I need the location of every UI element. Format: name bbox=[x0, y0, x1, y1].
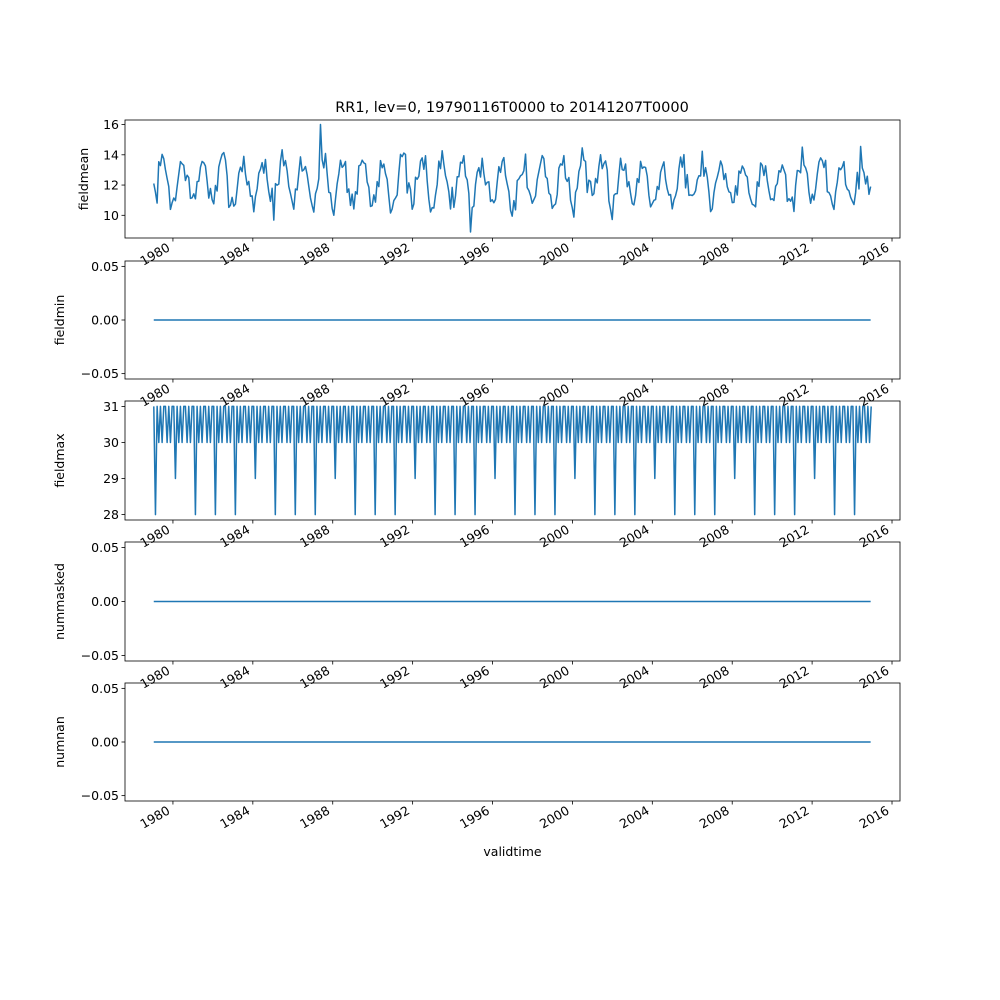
x-tick-label: 1996 bbox=[457, 522, 492, 551]
x-tick-label: 1980 bbox=[137, 522, 172, 551]
series-line-fieldmean bbox=[153, 123, 872, 233]
x-tick-label: 2000 bbox=[537, 240, 572, 269]
x-tick-label: 1988 bbox=[297, 381, 332, 410]
x-tick-label: 2012 bbox=[777, 522, 812, 551]
x-tick-label: 2016 bbox=[856, 381, 891, 410]
x-tick-label: 2016 bbox=[856, 663, 891, 692]
y-tick-label: 14 bbox=[103, 147, 119, 162]
y-tick-label: 0.00 bbox=[91, 313, 119, 328]
y-tick-label: 29 bbox=[103, 471, 119, 486]
x-tick-label: 2000 bbox=[537, 381, 572, 410]
x-tick-label: 1988 bbox=[297, 803, 332, 832]
x-tick-label: 1984 bbox=[217, 803, 252, 832]
series-line-fieldmax bbox=[153, 405, 872, 516]
y-tick-label: 28 bbox=[103, 507, 119, 522]
x-axis-label: validtime bbox=[483, 844, 541, 859]
x-tick-label: 1984 bbox=[217, 663, 252, 692]
x-tick-label: 1988 bbox=[297, 522, 332, 551]
subplot-numnan: −0.05 0.00 0.05 1980 1984 1988 1992 1996 2000 200… bbox=[52, 681, 901, 859]
x-tick-label: 1988 bbox=[297, 240, 332, 269]
y-axis-label: fieldmin bbox=[52, 295, 67, 346]
x-tick-label: 2004 bbox=[617, 522, 652, 551]
x-tick-label: 2008 bbox=[697, 803, 732, 832]
x-tick-label: 2004 bbox=[617, 803, 652, 832]
y-tick-label: 31 bbox=[103, 399, 119, 414]
x-tick-label: 2004 bbox=[617, 381, 652, 410]
y-axis-label: nummasked bbox=[52, 563, 67, 640]
x-tick-label: 2012 bbox=[777, 381, 812, 410]
subplot-fieldmean: 10 12 14 16 1980 1984 1988 1992 1996 2000 2004 2008… bbox=[76, 117, 901, 269]
y-axis-label: numnan bbox=[52, 716, 67, 768]
x-tick-label: 1992 bbox=[377, 240, 412, 269]
y-tick-label: −0.05 bbox=[81, 648, 119, 663]
subplot-fieldmin: −0.05 0.00 0.05 1980 1984 1988 1992 1996 2000 200… bbox=[52, 259, 901, 410]
x-tick-label: 1996 bbox=[457, 381, 492, 410]
y-tick-label: 30 bbox=[103, 435, 119, 450]
x-tick-label: 2004 bbox=[617, 663, 652, 692]
x-tick-label: 1984 bbox=[217, 522, 252, 551]
x-tick-label: 2008 bbox=[697, 663, 732, 692]
chart-title: RR1, lev=0, 19790116T0000 to 20141207T00… bbox=[335, 100, 689, 116]
x-tick-label: 1992 bbox=[377, 381, 412, 410]
y-tick-label: 0.05 bbox=[91, 681, 119, 696]
x-tick-label: 2012 bbox=[777, 240, 812, 269]
y-axis-label: fieldmax bbox=[52, 433, 67, 487]
x-tick-label: 1980 bbox=[137, 381, 172, 410]
x-tick-label: 2012 bbox=[777, 663, 812, 692]
x-tick-label: 1980 bbox=[137, 803, 172, 832]
x-tick-label: 2000 bbox=[537, 663, 572, 692]
x-tick-label: 2016 bbox=[856, 803, 891, 832]
x-tick-label: 1988 bbox=[297, 663, 332, 692]
x-tick-label: 1980 bbox=[137, 663, 172, 692]
y-axis-label: fieldmean bbox=[76, 148, 91, 210]
x-tick-label: 2016 bbox=[856, 240, 891, 269]
x-tick-label: 2008 bbox=[697, 381, 732, 410]
x-tick-label: 1984 bbox=[217, 240, 252, 269]
x-tick-label: 2012 bbox=[777, 803, 812, 832]
subplots: 10 12 14 16 1980 1984 1988 1992 1996 2000 2004 2008… bbox=[52, 117, 901, 859]
y-tick-label: −0.05 bbox=[81, 788, 119, 803]
y-tick-label: 0.00 bbox=[91, 735, 119, 750]
subplot-nummasked: −0.05 0.00 0.05 1980 1984 1988 1992 1996 2000 200… bbox=[52, 540, 901, 692]
x-tick-label: 1980 bbox=[137, 240, 172, 269]
x-tick-label: 1992 bbox=[377, 803, 412, 832]
x-tick-label: 2008 bbox=[697, 240, 732, 269]
x-tick-label: 1996 bbox=[457, 240, 492, 269]
x-tick-label: 2000 bbox=[537, 803, 572, 832]
y-tick-label: 0.00 bbox=[91, 594, 119, 609]
y-tick-label: −0.05 bbox=[81, 366, 119, 381]
y-tick-label: 16 bbox=[103, 117, 119, 132]
x-tick-label: 2008 bbox=[697, 522, 732, 551]
y-tick-label: 0.05 bbox=[91, 540, 119, 555]
y-tick-label: 12 bbox=[103, 178, 119, 193]
x-tick-label: 1992 bbox=[377, 663, 412, 692]
y-tick-label: 10 bbox=[103, 208, 119, 223]
x-tick-label: 1996 bbox=[457, 663, 492, 692]
x-tick-label: 1984 bbox=[217, 381, 252, 410]
x-tick-label: 1996 bbox=[457, 803, 492, 832]
plot-frame bbox=[124, 119, 901, 239]
x-tick-label: 2000 bbox=[537, 522, 572, 551]
x-tick-label: 2016 bbox=[856, 522, 891, 551]
x-tick-label: 1992 bbox=[377, 522, 412, 551]
subplot-fieldmax: 28 29 30 31 1980 1984 1988 1992 1996 2000 2004 2008… bbox=[52, 399, 901, 551]
plot-frame bbox=[124, 400, 901, 521]
y-tick-label: 0.05 bbox=[91, 259, 119, 274]
x-tick-label: 2004 bbox=[617, 240, 652, 269]
